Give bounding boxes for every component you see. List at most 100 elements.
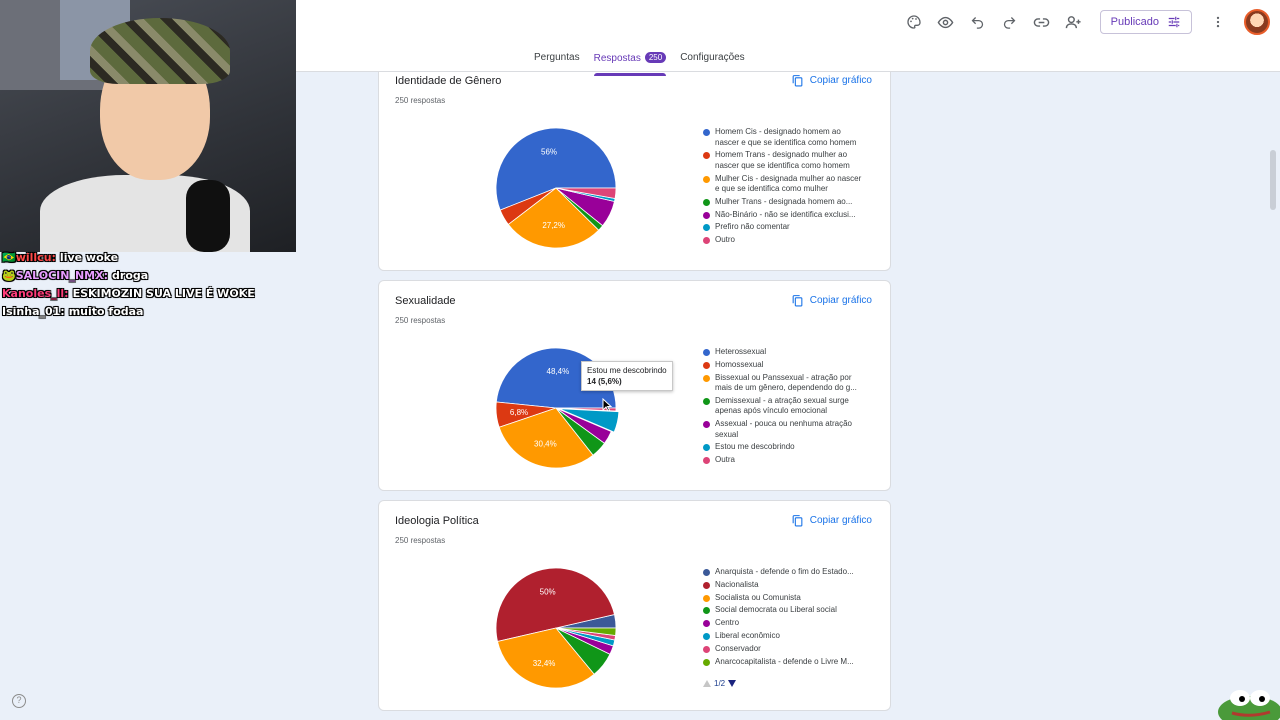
pie-slice[interactable] [497,627,595,689]
pager-label: 1/2 [714,679,726,688]
legend-item[interactable]: Homem Cis - designado homem ao nascer e … [703,127,863,148]
legend-item[interactable]: Nacionalista [703,580,863,591]
tab-perguntas[interactable]: Perguntas [534,52,580,70]
pie-chart-gender[interactable]: 56% 27,2% [495,127,617,249]
pager-next-icon[interactable] [728,680,737,687]
legend-label: Heterossexual [715,347,767,356]
preview-icon[interactable] [930,11,962,33]
legend-item[interactable]: Mulher Cis - designada mulher ao nascer … [703,174,863,195]
legend-swatch [703,620,710,628]
legend-item[interactable]: Centro [703,618,863,629]
form-tabs: Perguntas Respostas 250 Configurações [534,52,745,76]
undo-icon[interactable] [962,11,994,33]
copy-chart-button[interactable]: Copiar gráfico [791,294,872,307]
legend-label: Socialista ou Comunista [715,592,801,602]
tab-configuracoes[interactable]: Configurações [680,52,744,70]
chart-legend: Homem Cis - designado homem ao nascer e … [703,127,863,248]
legend-label: Liberal econômico [715,630,780,640]
legend-item[interactable]: Liberal econômico [703,631,863,642]
legend-item[interactable]: Outro [703,235,863,246]
tab-label: Configurações [680,52,745,63]
legend-label: Anarcocapitalista - defende o Livre M... [715,656,854,666]
copy-chart-label: Copiar gráfico [809,75,872,86]
copy-chart-button[interactable]: Copiar gráfico [791,74,872,87]
pager-prev-icon[interactable] [703,680,711,687]
legend-swatch [703,569,710,576]
page-scrollbar[interactable] [1270,150,1276,210]
summary-card-gender: Identidade de Gênero 250 respostas Copia… [378,60,891,271]
copy-icon [792,515,803,527]
pie-slice[interactable] [498,407,594,469]
card-response-count: 250 respostas [395,316,446,325]
legend-item[interactable]: Bissexual ou Panssexual - atração por ma… [703,373,863,394]
slice-value-label: 32,4% [533,659,556,668]
legend-swatch [703,607,710,615]
chat-message: 🇧🇷willcu: live woke [2,249,255,267]
stream-chat: 🇧🇷willcu: live woke 🐸SALOCIN_NMX: droga Ka… [2,249,255,321]
tab-respostas[interactable]: Respostas 250 [593,52,667,76]
more-vert-icon[interactable] [1202,11,1234,33]
pie-slice[interactable] [555,407,612,444]
toolbar: Publicado [898,9,1270,35]
legend-label: Nacionalista [715,579,759,589]
pie-slice[interactable] [555,187,617,199]
legend-item[interactable]: Estou me descobrindo [703,442,863,453]
legend-item[interactable]: Demissexual - a atração sexual surge ape… [703,396,863,417]
legend-item[interactable]: Mulher Trans - designada homem ao... [703,197,863,208]
legend-swatch [703,237,710,245]
legend-swatch [703,397,710,405]
legend-label: Outro [715,235,736,245]
pie-slice[interactable] [558,408,620,433]
legend-item[interactable]: Não-Binário - não se identifica exclusi.… [703,210,863,221]
legend-item[interactable]: Assexual - pouca ou nenhuma atração sexu… [703,419,863,440]
legend-label: Assexual - pouca ou nenhuma atração sexu… [715,419,852,439]
legend-item[interactable]: Social democrata ou Liberal social [703,605,863,616]
redo-icon[interactable] [994,11,1026,33]
pie-slice[interactable] [507,187,600,249]
legend-item[interactable]: Conservador [703,644,863,655]
webcam-person-hat [90,18,230,84]
pie-slice[interactable] [495,127,617,211]
legend-swatch [703,152,710,160]
pie-slice[interactable] [555,407,617,412]
legend-swatch [703,224,710,232]
pie-slice[interactable] [495,567,615,642]
legend-swatch [703,211,710,219]
legend-label: Anarquista - defende o fim do Estado... [715,567,854,576]
legend-item[interactable]: Prefiro não comentar [703,222,863,233]
copy-chart-button[interactable]: Copiar gráfico [791,514,872,527]
tab-label: Respostas [593,53,641,64]
legend-label: Outra [715,455,736,465]
legend-label: Estou me descobrindo [715,442,795,452]
legend-item[interactable]: Anarcocapitalista - defende o Livre M... [703,657,863,668]
avatar[interactable] [1244,9,1270,35]
tune-icon [1168,16,1180,28]
chat-user: Isinha_01: [2,305,65,318]
legend-label: Bissexual ou Panssexual - atração por ma… [715,372,857,393]
legend-swatch [703,594,710,602]
legend-item[interactable]: Anarquista - defende o fim do Estado... [703,567,863,578]
legend-swatch [703,421,710,429]
legend-swatch [703,349,710,356]
legend-item[interactable]: Homossexual [703,360,863,371]
add-collaborator-icon[interactable] [1058,11,1090,33]
help-icon[interactable]: ? [12,694,26,708]
legend-item[interactable]: Heterossexual [703,347,863,358]
publish-button[interactable]: Publicado [1099,10,1192,34]
pie-slice[interactable] [555,627,617,636]
palette-icon[interactable] [898,11,930,33]
legend-item[interactable]: Homem Trans - designado mulher ao nascer… [703,150,863,171]
card-response-count: 250 respostas [395,536,446,545]
publish-label: Publicado [1110,16,1159,28]
copy-chart-label: Copiar gráfico [809,295,872,306]
pie-chart-ideology[interactable]: 50% 32,4% [495,567,617,689]
legend-label: Homem Trans - designado mulher ao nascer… [715,150,850,170]
legend-label: Homossexual [715,359,764,369]
legend-item[interactable]: Outra [703,455,863,466]
legend-item[interactable]: Socialista ou Comunista [703,593,863,604]
card-response-count: 250 respostas [395,96,446,105]
chat-text: live woke [59,251,119,264]
legend-swatch [703,457,710,465]
copy-icon [792,295,803,307]
link-icon[interactable] [1026,11,1058,33]
